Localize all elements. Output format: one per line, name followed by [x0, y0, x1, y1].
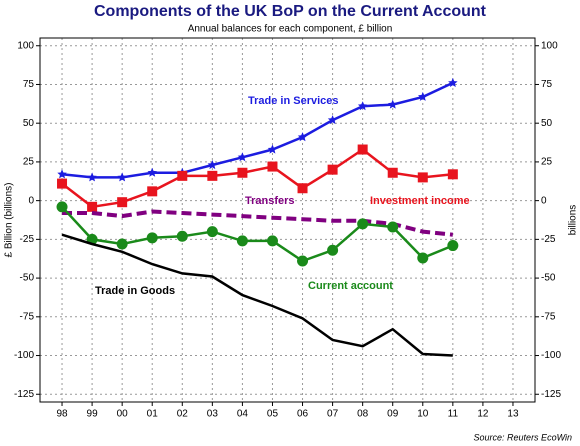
marker: [447, 169, 458, 180]
marker: [267, 161, 278, 172]
y-tick-label: 100: [17, 40, 34, 51]
series-line: [62, 209, 454, 237]
marker: [327, 115, 338, 125]
y-tick-label: -75: [20, 311, 35, 322]
marker: [146, 232, 158, 244]
marker: [56, 201, 68, 213]
marker: [87, 201, 98, 212]
series-line: [61, 147, 453, 209]
y-axis-label: £ Billion (billions): [4, 182, 15, 257]
x-tick-label: 07: [327, 409, 339, 420]
series-label: Trade in Services: [248, 95, 339, 107]
y-tick-label: -100: [14, 350, 34, 361]
marker: [57, 169, 67, 179]
marker: [57, 178, 68, 189]
marker: [448, 77, 458, 87]
marker: [237, 167, 248, 178]
marker: [207, 170, 218, 181]
x-tick-label: 03: [207, 409, 219, 420]
y2-tick-label: 100: [541, 40, 558, 51]
x-tick-label: 00: [117, 409, 129, 420]
marker: [176, 230, 188, 242]
marker: [297, 132, 308, 142]
marker: [206, 226, 218, 238]
y-tick-label: -50: [20, 273, 35, 284]
y2-tick-label: 75: [541, 79, 553, 90]
y2-tick-label: 25: [541, 157, 553, 168]
y-tick-label: 0: [28, 195, 34, 206]
marker: [388, 99, 398, 109]
marker: [357, 101, 368, 111]
y2-tick-label: -125: [541, 389, 561, 400]
marker: [117, 197, 128, 208]
x-tick-label: 12: [477, 409, 489, 420]
marker: [87, 172, 97, 182]
plot-frame: [39, 37, 536, 403]
y-tick-label: -25: [20, 234, 35, 245]
marker: [266, 235, 278, 247]
x-tick-label: 05: [267, 409, 279, 420]
x-tick-label: 10: [417, 409, 429, 420]
series-label: Trade in Goods: [95, 285, 175, 297]
chart-subtitle: Annual balances for each component, £ bi…: [188, 24, 393, 35]
marker: [267, 144, 278, 154]
marker: [387, 221, 399, 233]
marker: [327, 244, 339, 256]
marker: [117, 172, 127, 182]
x-tick-label: 01: [147, 409, 159, 420]
series-label: Current account: [308, 280, 393, 292]
marker: [357, 144, 368, 155]
marker: [207, 160, 218, 170]
marker: [297, 183, 308, 194]
x-tick-label: 08: [357, 409, 369, 420]
x-tick-label: 99: [87, 409, 99, 420]
x-tick-label: 04: [237, 409, 249, 420]
marker: [297, 255, 309, 267]
y2-tick-label: -75: [541, 311, 556, 322]
y2-tick-label: 50: [541, 118, 553, 129]
y2-tick-label: -50: [541, 273, 556, 284]
y2-tick-label: 0: [541, 195, 547, 206]
y2-axis-label: billions: [568, 205, 579, 236]
marker: [387, 167, 398, 178]
marker: [147, 167, 157, 177]
marker: [147, 186, 158, 197]
y-tick-label: 50: [23, 118, 35, 129]
x-tick-label: 13: [507, 409, 519, 420]
marker: [417, 172, 428, 183]
marker: [418, 91, 428, 101]
y-tick-label: 75: [23, 79, 35, 90]
marker: [357, 218, 369, 230]
y-tick-label: -125: [14, 389, 34, 400]
marker: [237, 152, 248, 162]
marker: [177, 170, 188, 181]
x-tick-label: 11: [448, 409, 459, 420]
series-line: [61, 81, 454, 179]
series-label: Investment income: [370, 195, 470, 207]
y2-tick-label: -100: [541, 350, 561, 361]
y-tick-label: 25: [23, 157, 35, 168]
source-note: Source: Reuters EcoWin: [474, 432, 572, 442]
series-line: [61, 233, 453, 357]
chart-title: Components of the UK BoP on the Current …: [94, 3, 487, 20]
x-tick-label: 02: [177, 409, 189, 420]
marker: [327, 164, 338, 175]
marker: [417, 252, 429, 264]
series-label: Transfers: [245, 195, 295, 207]
x-tick-label: 09: [387, 409, 399, 420]
marker: [447, 240, 459, 252]
marker: [116, 238, 128, 250]
x-tick-label: 98: [56, 409, 68, 420]
marker: [236, 235, 248, 247]
x-tick-label: 06: [297, 409, 309, 420]
y2-tick-label: -25: [541, 234, 556, 245]
